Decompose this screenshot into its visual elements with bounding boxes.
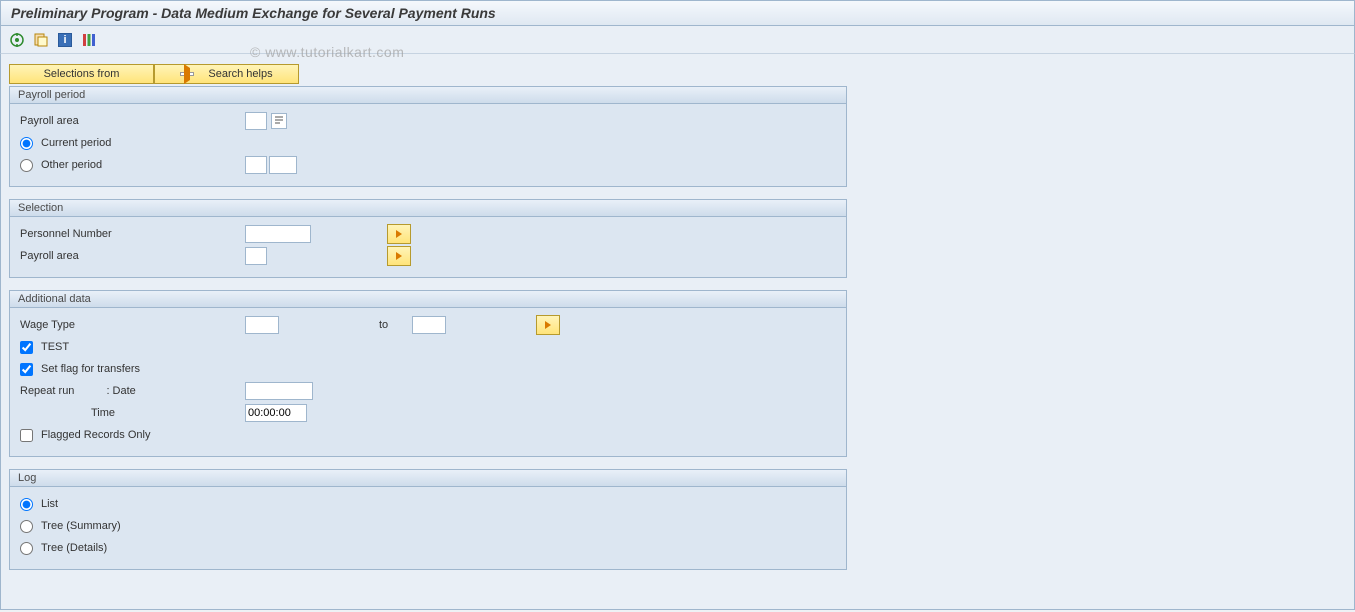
page-title: Preliminary Program - Data Medium Exchan… xyxy=(11,5,496,21)
time-label: Time xyxy=(91,407,115,419)
search-helps-button[interactable]: Search helps xyxy=(154,64,299,84)
set-flag-label: Set flag for transfers xyxy=(41,363,140,375)
group-header-payroll-period: Payroll period xyxy=(10,87,846,104)
wage-type-label: Wage Type xyxy=(20,319,75,331)
log-tree-summary-radio[interactable] xyxy=(20,520,33,533)
group-header-selection: Selection xyxy=(10,200,846,217)
search-helps-label: Search helps xyxy=(208,68,272,80)
wage-type-from-input[interactable] xyxy=(245,316,279,334)
log-list-radio[interactable] xyxy=(20,498,33,511)
flagged-only-label: Flagged Records Only xyxy=(41,429,150,441)
execute-icon[interactable] xyxy=(9,32,25,48)
log-tree-details-label: Tree (Details) xyxy=(41,542,107,554)
repeat-run-label: Repeat run xyxy=(20,385,74,397)
arrow-right-icon xyxy=(396,252,402,260)
other-period-label: Other period xyxy=(41,159,102,171)
test-checkbox[interactable] xyxy=(20,341,33,354)
content-area: Selections from Search helps Payroll per… xyxy=(0,54,1355,610)
wage-type-to-input[interactable] xyxy=(412,316,446,334)
log-tree-summary-label: Tree (Summary) xyxy=(41,520,121,532)
top-button-row: Selections from Search helps xyxy=(9,64,1346,84)
set-flag-checkbox[interactable] xyxy=(20,363,33,376)
current-period-label: Current period xyxy=(41,137,111,149)
current-period-radio[interactable] xyxy=(20,137,33,150)
test-label: TEST xyxy=(41,341,69,353)
selection-payroll-area-label: Payroll area xyxy=(20,250,79,262)
personnel-number-label: Personnel Number xyxy=(20,228,112,240)
group-additional-data: Additional data Wage Type to TEST xyxy=(9,290,847,457)
other-period-input-1[interactable] xyxy=(245,156,267,174)
time-input[interactable] xyxy=(245,404,307,422)
to-label: to xyxy=(379,319,388,331)
other-period-radio[interactable] xyxy=(20,159,33,172)
log-list-label: List xyxy=(41,498,58,510)
personnel-number-input[interactable] xyxy=(245,225,311,243)
page-title-bar: Preliminary Program - Data Medium Exchan… xyxy=(0,0,1355,26)
log-tree-details-radio[interactable] xyxy=(20,542,33,555)
payroll-area-f4-icon[interactable] xyxy=(271,113,287,129)
wage-type-multi-button[interactable] xyxy=(536,315,560,335)
app-toolbar: i xyxy=(0,26,1355,54)
personnel-number-multi-button[interactable] xyxy=(387,224,411,244)
group-selection: Selection Personnel Number Payroll area xyxy=(9,199,847,278)
other-period-input-2[interactable] xyxy=(269,156,297,174)
group-header-additional: Additional data xyxy=(10,291,846,308)
layout-icon[interactable] xyxy=(81,32,97,48)
selection-payroll-area-input[interactable] xyxy=(245,247,267,265)
group-header-log: Log xyxy=(10,470,846,487)
info-icon[interactable]: i xyxy=(57,32,73,48)
payroll-area-label: Payroll area xyxy=(20,115,79,127)
group-log: Log List Tree (Summary) Tree (Details) xyxy=(9,469,847,570)
get-variant-icon[interactable] xyxy=(33,32,49,48)
selection-payroll-area-multi-button[interactable] xyxy=(387,246,411,266)
date-label: : Date xyxy=(106,385,135,397)
search-helps-arrow-icon xyxy=(180,72,194,76)
arrow-right-icon xyxy=(545,321,551,329)
group-payroll-period: Payroll period Payroll area Current peri… xyxy=(9,86,847,187)
arrow-right-icon xyxy=(396,230,402,238)
selections-from-button[interactable]: Selections from xyxy=(9,64,154,84)
info-glyph: i xyxy=(58,33,72,47)
repeat-date-input[interactable] xyxy=(245,382,313,400)
selections-from-label: Selections from xyxy=(44,68,120,80)
flagged-only-checkbox[interactable] xyxy=(20,429,33,442)
payroll-area-input[interactable] xyxy=(245,112,267,130)
